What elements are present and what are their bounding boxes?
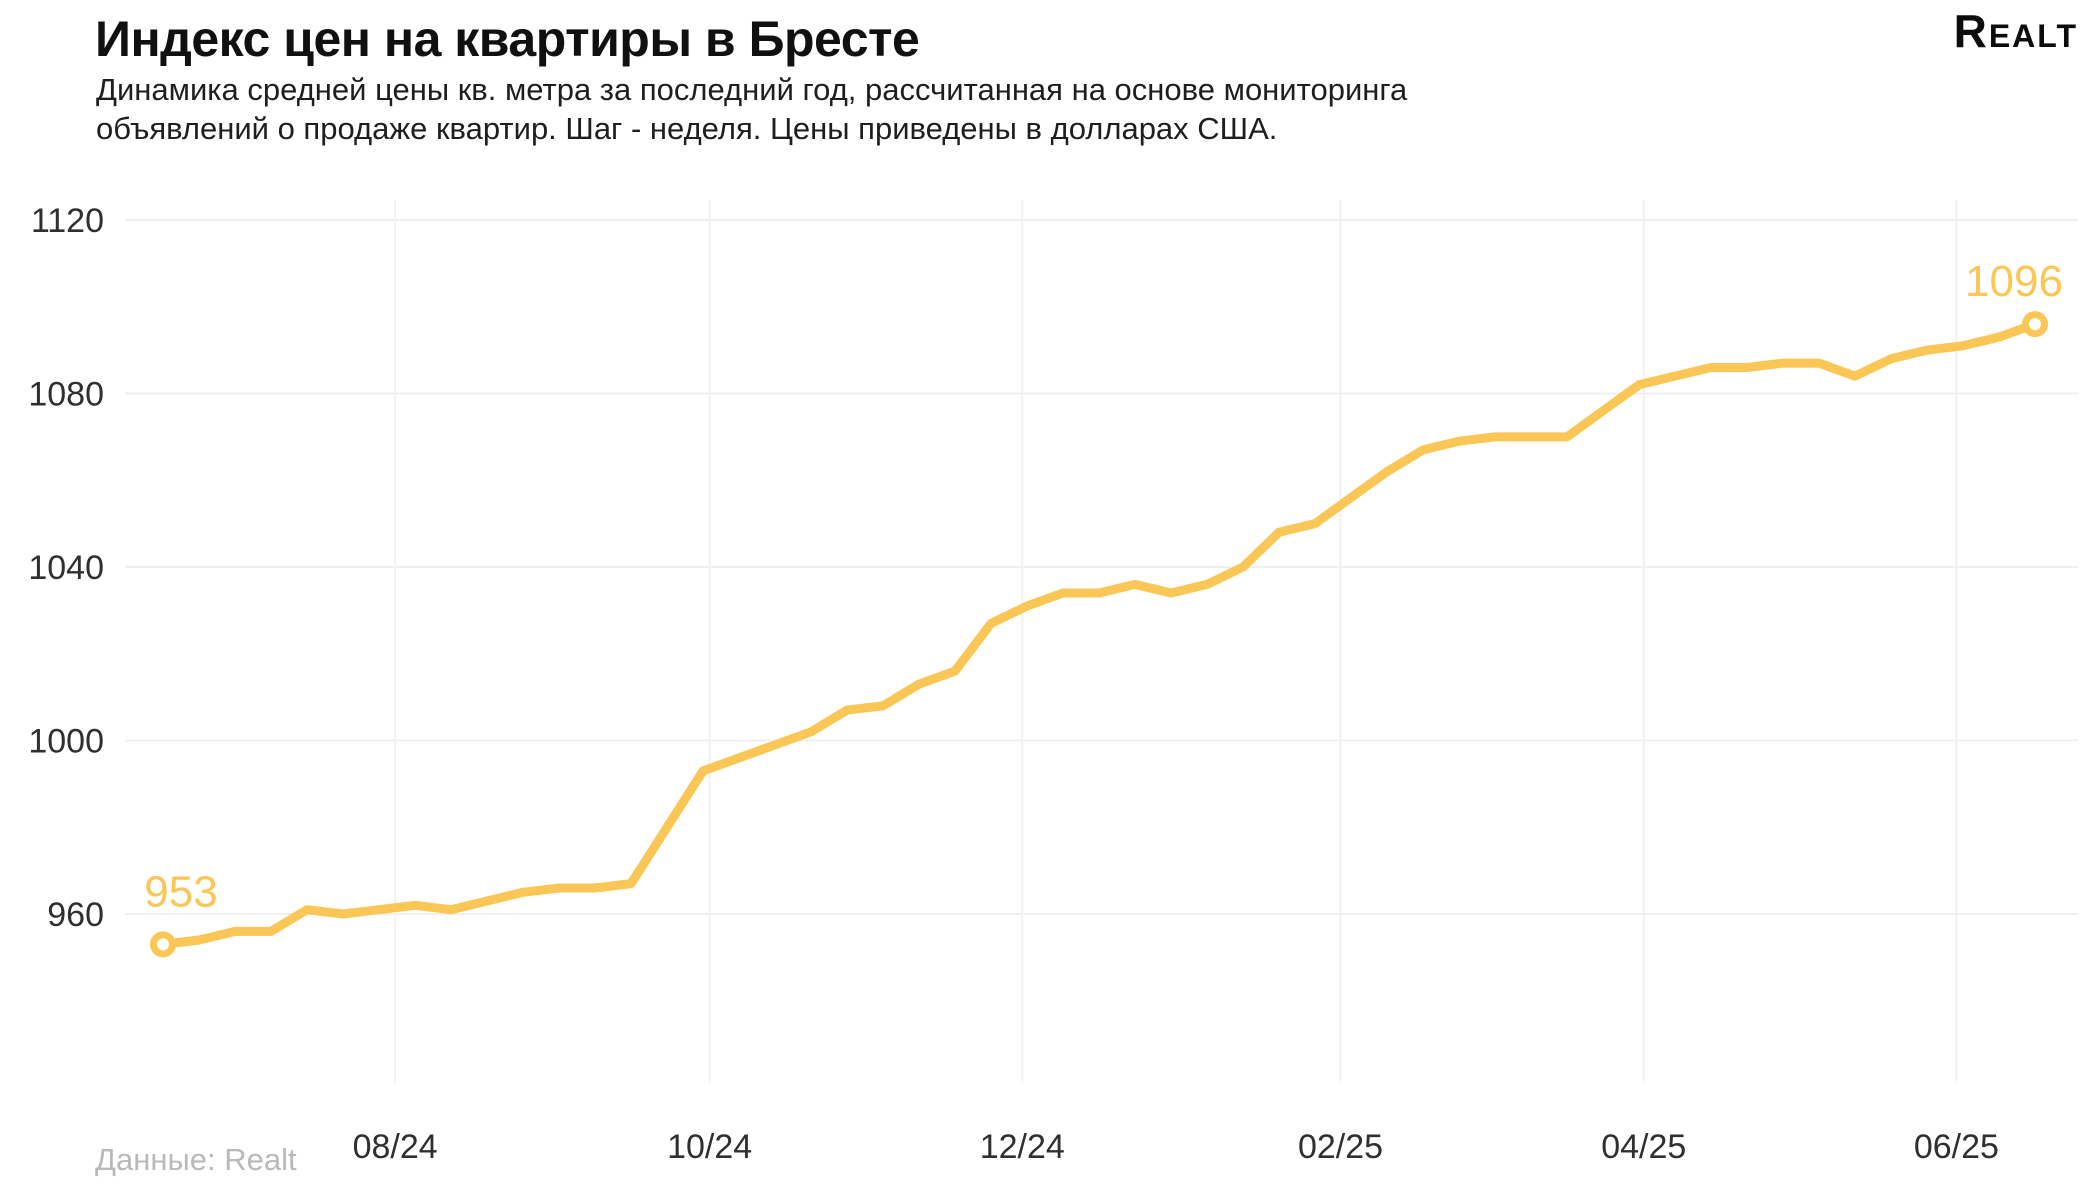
price-line-series xyxy=(158,319,2040,949)
x-tick-label: 12/24 xyxy=(980,1128,1065,1166)
y-tick-label: 1080 xyxy=(28,376,104,414)
start-point-marker xyxy=(150,931,176,958)
point-value-label: 953 xyxy=(144,867,217,916)
chart-subtitle-line2: объявлений о продаже квартир. Шаг - неде… xyxy=(96,111,1278,146)
x-tick-label: 06/25 xyxy=(1914,1128,1999,1166)
page-title: Индекс цен на квартиры в Бресте xyxy=(95,11,920,67)
realt-logo: Realt xyxy=(1953,5,2078,57)
chart-subtitle-line1: Динамика средней цены кв. метра за после… xyxy=(96,72,1408,107)
y-tick-label: 1120 xyxy=(31,202,104,240)
data-source-note: Данные: Realt xyxy=(95,1142,297,1177)
x-tick-label: 04/25 xyxy=(1601,1128,1686,1166)
point-value-label: 1096 xyxy=(1965,257,2063,306)
x-tick-label: 10/24 xyxy=(667,1128,752,1166)
x-tick-label: 08/24 xyxy=(353,1128,438,1166)
end-point-marker xyxy=(2022,311,2048,338)
y-tick-label: 960 xyxy=(47,896,104,934)
y-tick-label: 1000 xyxy=(28,723,104,761)
y-tick-label: 1040 xyxy=(28,549,104,587)
x-tick-label: 02/25 xyxy=(1298,1128,1383,1166)
chart-subtitle: Динамика средней цены кв. метра за после… xyxy=(96,70,1407,148)
